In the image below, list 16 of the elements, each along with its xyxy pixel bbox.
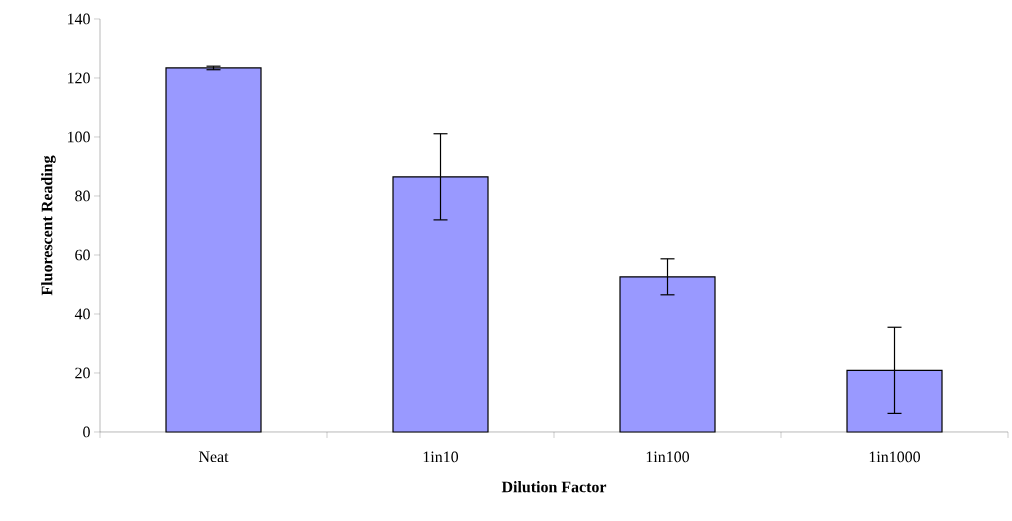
y-tick-label: 0 — [83, 426, 90, 438]
bar — [165, 67, 262, 433]
x-tick-label: Neat — [198, 451, 229, 463]
y-tick-label: 60 — [75, 249, 90, 261]
x-axis-title: Dilution Factor — [501, 481, 607, 493]
y-tick-label: 40 — [74, 308, 90, 320]
x-tick-label: 1in1000 — [869, 451, 921, 463]
y-tick-label: 80 — [75, 190, 90, 202]
y-tick-label: 140 — [67, 13, 90, 25]
y-tick-label: 20 — [75, 367, 90, 379]
y-tick-label: 120 — [67, 72, 90, 84]
x-tick-label: 1in10 — [423, 451, 459, 463]
bar — [846, 369, 943, 433]
y-axis-title: Fluorescent Reading — [41, 155, 56, 296]
y-tick-label: 100 — [67, 131, 90, 143]
x-tick-label: 1in100 — [646, 451, 690, 463]
